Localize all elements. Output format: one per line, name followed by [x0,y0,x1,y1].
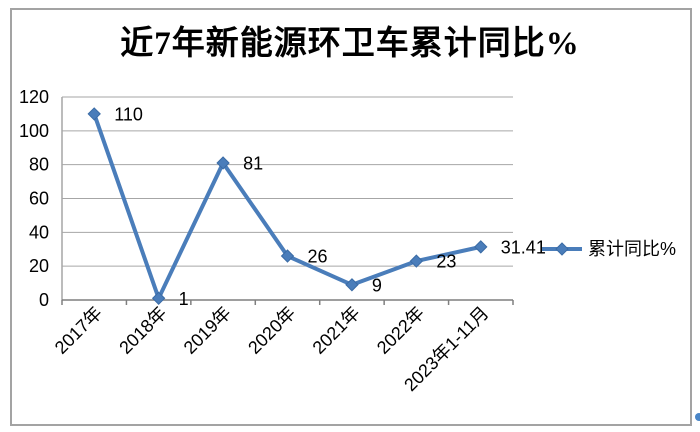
x-tick-label: 2017年 [51,303,106,358]
data-point-marker [345,278,359,292]
corner-dot [695,413,700,421]
legend-marker [555,242,569,256]
y-tick-label: 40 [29,222,49,242]
data-point-marker [216,156,230,170]
y-tick-label: 80 [29,155,49,175]
legend-label: 累计同比% [588,239,676,259]
x-tick-label: 2018年 [115,303,170,358]
series-line [92,111,483,301]
data-point-marker [409,254,424,268]
data-point-label: 23 [436,252,456,272]
chart-title: 近7年新能源环卫车累计同比% [120,26,580,62]
y-tick-label: 100 [19,121,49,141]
data-point-label: 110 [114,104,143,124]
data-point-label: 31.41 [501,237,546,257]
y-tick-label: 60 [29,189,49,209]
x-tick-label: 2019年 [180,303,235,358]
chart-frame [10,8,692,426]
y-tick-label: 120 [19,87,49,107]
data-point-marker [151,291,166,306]
x-tick-label: 2020年 [244,303,299,358]
data-point-label: 81 [243,153,263,173]
data-point-marker [280,249,295,263]
data-point-label: 1 [179,289,189,309]
y-tick-label: 20 [29,256,49,276]
data-point-marker [474,240,488,254]
data-point-label: 9 [372,275,382,295]
data-point-marker [87,107,101,121]
x-tick-label: 2022年 [373,303,428,358]
y-tick-label: 0 [39,290,49,310]
data-point-label: 26 [308,247,328,267]
x-tick-label: 2021年 [309,303,364,358]
